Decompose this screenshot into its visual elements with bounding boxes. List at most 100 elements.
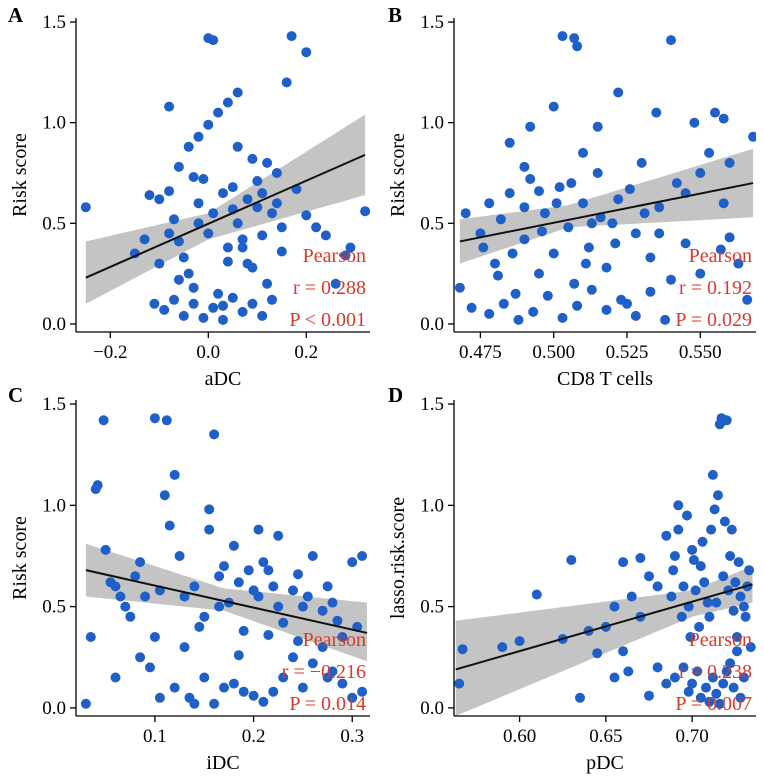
- data-point: [688, 555, 699, 565]
- data-point: [145, 662, 155, 673]
- data-point: [253, 591, 264, 602]
- data-point: [652, 662, 663, 673]
- data-point: [725, 551, 736, 561]
- data-point: [660, 314, 671, 325]
- data-point: [337, 632, 348, 642]
- data-point: [271, 168, 282, 178]
- x-axis-title: aDC: [205, 368, 242, 390]
- data-point: [263, 630, 274, 640]
- data-point: [257, 310, 268, 321]
- stat-p-value: P = 0.014: [289, 693, 366, 715]
- confidence-band: [459, 148, 754, 264]
- data-point: [730, 577, 741, 588]
- data-point: [732, 632, 742, 642]
- data-point: [164, 228, 175, 239]
- data-point: [232, 218, 243, 229]
- confidence-band: [85, 114, 366, 304]
- data-point: [557, 312, 568, 323]
- data-point: [248, 690, 259, 701]
- data-point: [580, 258, 591, 269]
- data-point: [507, 248, 518, 259]
- y-tick-label: 0.0: [42, 314, 66, 335]
- data-point: [80, 698, 91, 709]
- y-tick-label: 0.0: [420, 314, 444, 335]
- data-point: [484, 198, 495, 209]
- data-point: [704, 611, 715, 622]
- data-point: [566, 178, 577, 189]
- data-point: [242, 258, 253, 269]
- data-point: [687, 678, 698, 689]
- data-point: [706, 524, 717, 535]
- panel-label: A: [8, 3, 24, 27]
- data-point: [652, 581, 663, 592]
- data-point: [744, 565, 755, 576]
- data-point: [347, 557, 358, 568]
- regression-line: [459, 182, 754, 243]
- data-point: [484, 308, 495, 319]
- y-tick-label: 0.5: [42, 213, 66, 234]
- data-point: [666, 591, 677, 602]
- data-point: [635, 553, 646, 563]
- data-point: [317, 605, 328, 616]
- data-point: [222, 256, 233, 267]
- data-point: [149, 298, 160, 309]
- data-point: [493, 270, 503, 281]
- stat-r-value: r = 0.192: [679, 277, 752, 299]
- data-point: [322, 581, 333, 592]
- data-point: [317, 642, 328, 653]
- data-point: [332, 615, 343, 626]
- data-point: [293, 569, 303, 580]
- data-point: [273, 601, 284, 612]
- regression-line: [455, 583, 753, 671]
- data-point: [144, 190, 155, 201]
- data-point: [651, 107, 662, 118]
- data-point: [179, 642, 190, 653]
- panel-a: A 0.0 0.5 1.0 1.5 −0.2 0.0 0.2 aDC Risk score Pear…: [8, 3, 370, 390]
- data-point: [528, 306, 539, 317]
- data-point: [719, 516, 730, 527]
- data-point: [699, 577, 710, 588]
- data-point: [360, 206, 370, 217]
- data-point: [711, 688, 722, 699]
- data-point: [504, 137, 515, 148]
- data-point: [252, 176, 263, 186]
- data-point: [645, 286, 656, 297]
- data-point: [169, 682, 180, 693]
- y-tick-label: 1.5: [42, 12, 66, 33]
- data-point: [514, 636, 525, 647]
- data-point: [98, 415, 109, 426]
- stat-method-label: Pearson: [303, 245, 366, 267]
- data-point: [139, 234, 150, 245]
- data-point: [258, 557, 269, 568]
- data-point: [578, 198, 588, 209]
- data-point: [534, 186, 544, 197]
- data-point: [345, 242, 356, 253]
- data-point: [572, 41, 583, 52]
- data-point: [174, 551, 185, 561]
- data-point: [297, 682, 308, 693]
- data-point: [247, 298, 258, 309]
- data-point: [592, 121, 603, 132]
- data-point: [227, 182, 238, 193]
- data-point: [551, 198, 562, 209]
- data-point: [164, 186, 175, 197]
- x-tick-label: 0.500: [532, 342, 575, 363]
- data-point: [213, 288, 224, 299]
- data-point: [262, 157, 273, 168]
- data-point: [253, 524, 264, 535]
- stat-p-value: P < 0.001: [289, 309, 366, 331]
- data-point: [738, 601, 749, 612]
- x-tick-label: 0.0: [196, 342, 220, 363]
- data-point: [613, 194, 624, 205]
- data-point: [738, 672, 749, 683]
- data-point: [725, 658, 736, 669]
- data-point: [680, 238, 691, 249]
- data-point: [639, 208, 650, 219]
- x-axis-title: iDC: [206, 752, 239, 774]
- data-point: [697, 536, 708, 547]
- y-tick-label: 0.0: [420, 698, 444, 719]
- data-point: [711, 597, 722, 608]
- data-point: [183, 268, 194, 279]
- data-point: [718, 113, 729, 124]
- data-point: [228, 540, 239, 551]
